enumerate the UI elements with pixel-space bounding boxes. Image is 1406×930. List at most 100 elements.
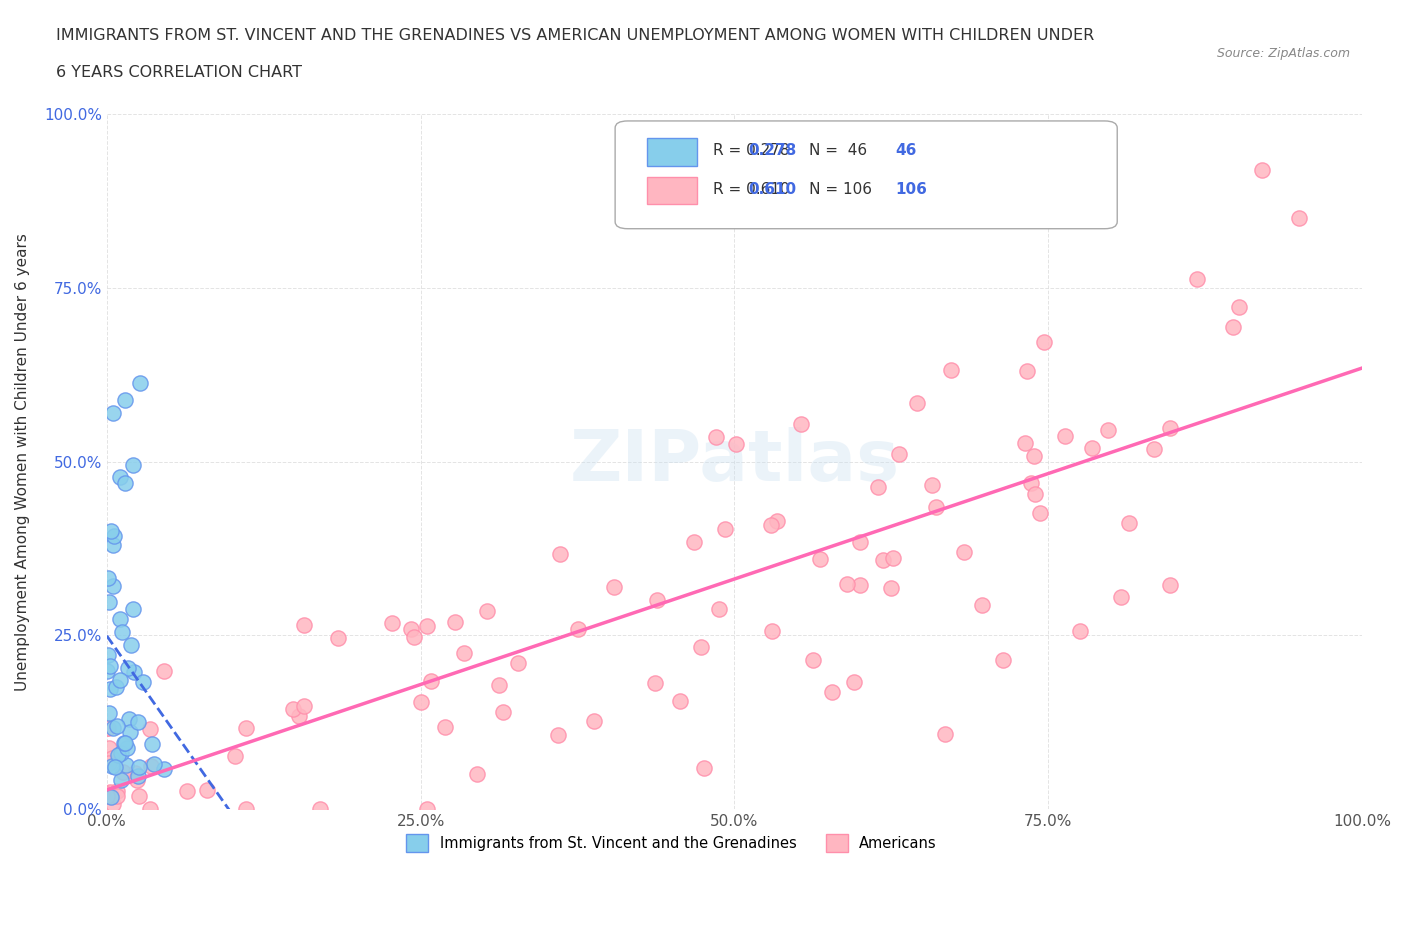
Point bbox=[714, 522, 737, 537]
Point bbox=[724, 436, 747, 451]
Point bbox=[98, 658, 121, 673]
Point bbox=[693, 760, 716, 775]
Point bbox=[1187, 272, 1209, 286]
Point bbox=[292, 618, 315, 632]
Point bbox=[1143, 442, 1166, 457]
Point bbox=[1227, 299, 1250, 314]
Point bbox=[889, 446, 911, 461]
Point bbox=[848, 578, 870, 592]
Point bbox=[925, 499, 948, 514]
Point bbox=[548, 547, 571, 562]
Point bbox=[153, 663, 176, 678]
Point bbox=[120, 637, 142, 652]
Point bbox=[103, 721, 125, 736]
Point bbox=[127, 768, 149, 783]
Point bbox=[117, 661, 139, 676]
Point bbox=[1069, 623, 1091, 638]
Point bbox=[434, 720, 457, 735]
Point bbox=[1024, 449, 1046, 464]
Point bbox=[105, 783, 128, 798]
Point bbox=[104, 760, 127, 775]
Point bbox=[972, 598, 994, 613]
Bar bbox=[647, 139, 697, 166]
Point bbox=[120, 724, 142, 739]
Point bbox=[583, 713, 606, 728]
Point bbox=[952, 545, 974, 560]
Point bbox=[114, 736, 136, 751]
Text: R = 0.278    N =  46: R = 0.278 N = 46 bbox=[713, 143, 868, 158]
Point bbox=[98, 785, 121, 800]
Point bbox=[1097, 422, 1119, 437]
Point bbox=[176, 784, 198, 799]
Text: 46: 46 bbox=[896, 143, 917, 158]
Point bbox=[97, 721, 120, 736]
Point bbox=[127, 715, 149, 730]
Point bbox=[1109, 590, 1132, 604]
Point bbox=[110, 772, 132, 787]
Point bbox=[941, 363, 963, 378]
Point bbox=[567, 622, 589, 637]
Point bbox=[1014, 435, 1036, 450]
Point bbox=[683, 535, 706, 550]
Point bbox=[844, 674, 866, 689]
Point bbox=[235, 802, 257, 817]
Point bbox=[129, 376, 152, 391]
Point bbox=[98, 594, 121, 609]
FancyBboxPatch shape bbox=[616, 121, 1118, 229]
Point bbox=[195, 783, 218, 798]
Point bbox=[669, 693, 692, 708]
Point bbox=[420, 674, 443, 689]
Point bbox=[645, 592, 668, 607]
Point bbox=[1159, 578, 1181, 592]
Point bbox=[138, 802, 160, 817]
Point bbox=[122, 664, 145, 679]
Point bbox=[97, 570, 120, 585]
Point bbox=[709, 601, 731, 616]
Point bbox=[689, 640, 711, 655]
Point bbox=[1029, 505, 1052, 520]
Point bbox=[103, 528, 125, 543]
Point bbox=[761, 517, 783, 532]
Point bbox=[866, 480, 889, 495]
Point bbox=[603, 580, 626, 595]
Point bbox=[381, 615, 404, 630]
Point bbox=[934, 726, 956, 741]
Point bbox=[107, 748, 129, 763]
Point bbox=[107, 719, 129, 734]
Point bbox=[872, 552, 894, 567]
Point bbox=[139, 759, 162, 774]
Point bbox=[100, 788, 122, 803]
Point bbox=[880, 580, 903, 595]
Text: 0.278: 0.278 bbox=[748, 143, 796, 158]
Point bbox=[1019, 476, 1042, 491]
Point bbox=[453, 645, 475, 660]
Point bbox=[104, 680, 127, 695]
Point bbox=[991, 652, 1014, 667]
Point bbox=[101, 751, 124, 765]
Text: ZIPatlas: ZIPatlas bbox=[569, 427, 900, 496]
Point bbox=[112, 764, 135, 779]
Point bbox=[96, 787, 118, 802]
Point bbox=[1024, 486, 1046, 501]
Point bbox=[100, 759, 122, 774]
Point bbox=[108, 611, 131, 626]
Point bbox=[288, 709, 311, 724]
Point bbox=[1054, 429, 1077, 444]
Point bbox=[224, 749, 246, 764]
Point bbox=[96, 664, 118, 679]
Point bbox=[283, 701, 305, 716]
Point bbox=[644, 676, 666, 691]
Text: 106: 106 bbox=[896, 181, 927, 196]
Point bbox=[443, 615, 465, 630]
Point bbox=[101, 538, 124, 552]
Point bbox=[506, 656, 529, 671]
Point bbox=[1015, 364, 1038, 379]
Point bbox=[326, 631, 349, 645]
Text: R = 0.610    N = 106: R = 0.610 N = 106 bbox=[713, 181, 872, 196]
Y-axis label: Unemployment Among Women with Children Under 6 years: Unemployment Among Women with Children U… bbox=[15, 232, 30, 691]
Point bbox=[103, 797, 125, 812]
Point bbox=[1222, 320, 1244, 335]
Point bbox=[790, 417, 813, 432]
Point bbox=[97, 647, 120, 662]
Point bbox=[411, 695, 433, 710]
